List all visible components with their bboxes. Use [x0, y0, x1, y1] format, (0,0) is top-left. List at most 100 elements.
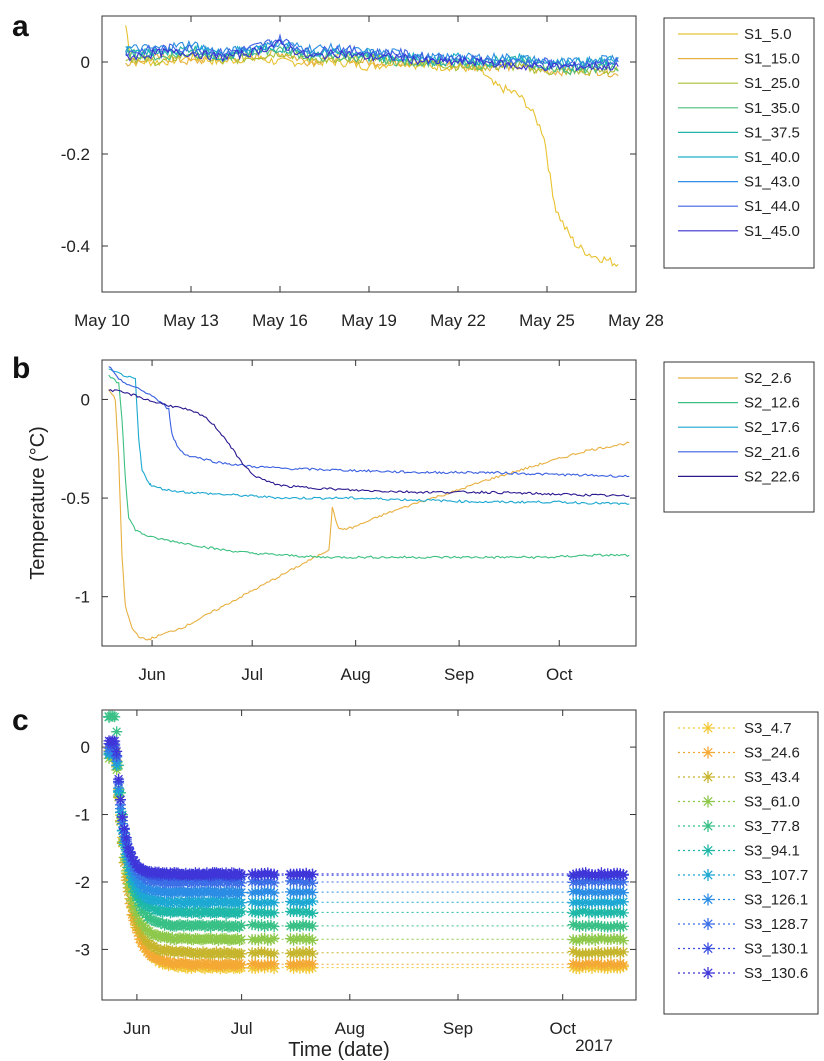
data-point: [583, 907, 595, 919]
data-point: [288, 876, 300, 888]
legend-label: S3_107.7: [744, 867, 808, 884]
data-point: [268, 877, 280, 889]
data-point: [599, 869, 611, 881]
data-point: [166, 887, 178, 898]
legend-label: S3_94.1: [744, 843, 800, 860]
data-point: [211, 895, 222, 907]
data-point: [577, 877, 589, 889]
data-point: [574, 886, 585, 898]
data-point: [153, 916, 165, 928]
data-point: [580, 905, 592, 917]
data-point: [595, 948, 607, 960]
data-point: [592, 920, 604, 931]
legend-label: S3_130.1: [744, 941, 808, 958]
x-tick-label: Jul: [231, 1019, 253, 1038]
data-point: [122, 878, 134, 890]
data-point: [207, 948, 219, 960]
data-point: [586, 932, 598, 944]
data-point: [268, 907, 280, 919]
data-point: [611, 895, 623, 907]
series-line-S2_21.6: [108, 366, 630, 478]
data-point: [132, 909, 144, 921]
data-point: [574, 959, 585, 971]
data-point: [570, 907, 582, 919]
y-tick-label: -1: [75, 806, 90, 825]
x-tick-label: Sep: [443, 1019, 473, 1038]
data-point: [294, 905, 306, 917]
data-point: [232, 958, 244, 970]
data-point: [294, 933, 306, 945]
legend-marker: [702, 869, 714, 881]
data-point: [252, 934, 264, 946]
data-point: [291, 895, 303, 907]
data-point: [583, 919, 595, 931]
data-point: [235, 919, 247, 931]
data-point: [115, 794, 126, 806]
data-point: [166, 957, 178, 969]
data-point: [611, 905, 623, 917]
data-point: [605, 875, 617, 887]
x-tick-label: Aug: [341, 665, 371, 684]
data-point: [126, 851, 138, 863]
legend-label: S3_4.7: [744, 720, 792, 737]
y-tick-label: -0.2: [61, 145, 90, 164]
data-point: [288, 897, 300, 909]
data-point: [126, 895, 138, 906]
legend-label: S1_15.0: [744, 51, 800, 68]
data-point: [130, 906, 142, 918]
data-point: [608, 933, 620, 944]
data-point: [136, 928, 148, 940]
data-point: [285, 896, 296, 907]
data-point: [130, 886, 142, 898]
series-layer: [103, 710, 629, 975]
legend-label: S2_21.6: [744, 444, 800, 461]
data-point: [134, 877, 146, 889]
data-point: [124, 847, 136, 859]
series-S3_128.7: [103, 740, 629, 889]
data-point: [297, 898, 309, 909]
data-point: [586, 920, 598, 932]
data-point: [586, 886, 598, 898]
data-point: [130, 871, 142, 883]
data-point: [157, 906, 169, 918]
data-point: [265, 886, 277, 898]
y-tick-label: -0.5: [61, 489, 90, 508]
data-point: [228, 906, 240, 918]
legend-marker: [702, 746, 714, 759]
data-point: [197, 896, 209, 908]
x-tick-label: Jul: [241, 665, 263, 684]
data-point: [268, 897, 280, 909]
data-point: [145, 914, 157, 926]
legend-label: S1_5.0: [744, 26, 792, 43]
y-tick-label: -2: [75, 873, 90, 892]
data-point: [595, 906, 607, 918]
legend-label: S2_2.6: [744, 370, 792, 387]
y-tick-label: 0: [81, 53, 90, 72]
legend-label: S1_44.0: [744, 198, 800, 215]
y-tick-label: 0: [81, 390, 90, 409]
data-point: [297, 919, 309, 930]
data-point: [592, 957, 604, 969]
data-point: [567, 946, 579, 957]
data-point: [577, 959, 589, 971]
data-point: [186, 947, 197, 959]
legend-box: [663, 361, 815, 513]
data-point: [111, 745, 123, 757]
data-point: [605, 869, 617, 881]
data-point: [580, 896, 592, 908]
data-point: [583, 957, 595, 969]
data-point: [141, 873, 153, 885]
legend-marker: [702, 722, 714, 734]
data-point: [605, 933, 617, 945]
series-line-S1_45.0: [125, 39, 619, 72]
data-point: [297, 946, 309, 958]
data-point: [256, 877, 267, 889]
legend-marker: [702, 771, 714, 783]
data-point: [303, 896, 315, 908]
data-point: [589, 896, 601, 908]
data-point: [249, 868, 261, 880]
data-point: [574, 906, 585, 918]
legend-label: S1_45.0: [744, 223, 800, 240]
y-axis-label: Temperature (°C): [27, 426, 49, 580]
